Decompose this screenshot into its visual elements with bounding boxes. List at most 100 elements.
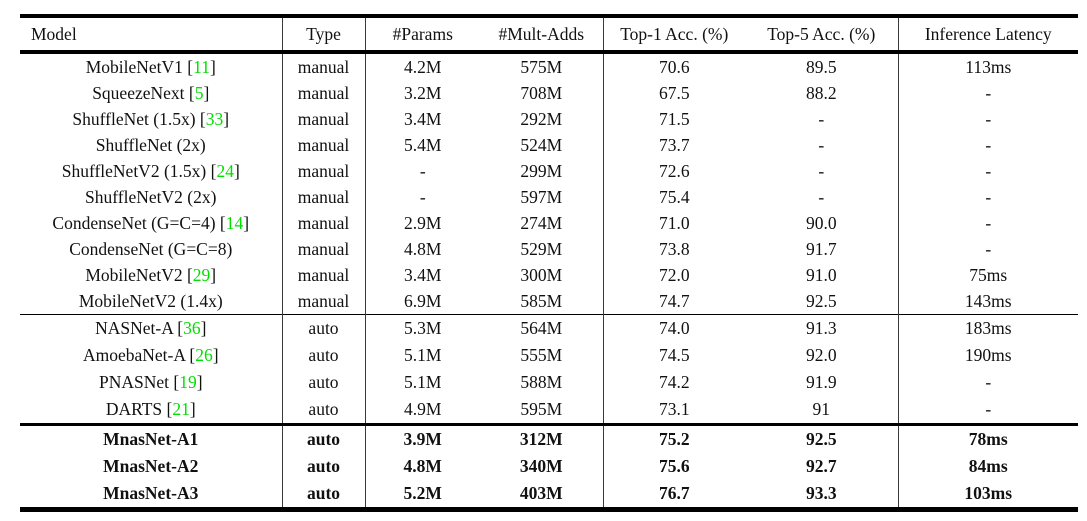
cell-params: 4.8M [404, 238, 442, 259]
cell-params: 4.9M [404, 399, 442, 419]
table-row: SqueezeNext [5] manual 3.2M 708M 67.5 88.2 - [20, 80, 1078, 106]
cell-top5-acc: 88.2 [745, 80, 899, 106]
cell-latency: - [985, 238, 992, 259]
cell-mult-adds: 575M [480, 52, 604, 80]
cell-top5-acc: 91.3 [745, 314, 899, 342]
cell-latency: - [985, 212, 992, 233]
citation-number: 14 [225, 212, 244, 233]
cell-top5-acc: 93.3 [745, 480, 899, 510]
citation-number: 24 [216, 160, 234, 181]
cell-type: manual [282, 288, 366, 315]
table-row: ShuffleNet (2x) manual 5.4M 524M 73.7 - - [20, 132, 1078, 158]
cell-mult-adds: 340M [480, 453, 604, 480]
cell-top1-acc: 74.5 [658, 345, 690, 365]
cell-top1-acc: 71.0 [658, 212, 690, 233]
cell-type: manual [282, 262, 366, 288]
column-header-model: Model [20, 16, 283, 54]
cell-top5-acc: 90.0 [745, 210, 899, 236]
model-name: SqueezeNext [92, 82, 185, 103]
cell-params: - [419, 160, 426, 181]
cell-params: 5.1M [404, 372, 442, 392]
cell-top1-acc: 73.1 [658, 399, 690, 419]
model-name: PNASNet [98, 372, 169, 392]
cell-params: 6.9M [404, 290, 442, 311]
table-row: AmoebaNet-A [26] auto 5.1M 555M 74.5 92.0 190m… [20, 342, 1078, 369]
cell-mult-adds: 274M [480, 210, 604, 236]
table-row: NASNet-A [36] auto 5.3M 564M 74.0 91.3 183ms [20, 314, 1078, 342]
citation-number: 5 [194, 82, 204, 103]
cell-top5-acc: 91.9 [745, 369, 899, 396]
cell-type: auto [282, 342, 366, 369]
cell-model: ShuffleNet (1.5x) [33] [20, 106, 283, 132]
cell-latency: 75ms [969, 264, 1008, 285]
cell-top1-acc: 73.7 [658, 134, 690, 155]
cell-top5-acc: 92.5 [745, 288, 899, 315]
table-row: PNASNet [19] auto 5.1M 588M 74.2 91.9 - [20, 369, 1078, 396]
table-row: MnasNet-A2 auto 4.8M 340M 75.6 92.7 84ms [20, 453, 1078, 480]
cell-mult-adds: 300M [480, 262, 604, 288]
cell-model: DARTS [21] [20, 396, 283, 425]
cell-params: 3.4M [404, 264, 442, 285]
table-row: MobileNetV2 (1.4x) manual 6.9M 585M 74.7 92.5… [20, 288, 1078, 315]
table-row: MobileNetV2 [29] manual 3.4M 300M 72.0 91.0 75… [20, 262, 1078, 288]
cell-latency: 143ms [964, 290, 1012, 311]
cell-top1-acc: 74.2 [658, 372, 690, 392]
cell-mult-adds: 588M [480, 369, 604, 396]
cell-latency: - [985, 372, 992, 392]
cell-params: 5.2M [403, 483, 442, 503]
cell-model: MobileNetV2 [29] [20, 262, 283, 288]
cell-top1-acc: 74.7 [658, 290, 690, 311]
results-table: Model Type #Params #Mult-Adds Top-1 Acc.… [20, 14, 1078, 512]
model-name: AmoebaNet-A [82, 345, 186, 365]
cell-model: MnasNet-A2 [20, 453, 283, 480]
cell-latency: - [985, 160, 992, 181]
table-row: MnasNet-A1 auto 3.9M 312M 75.2 92.5 78ms [20, 423, 1078, 453]
cell-params: 3.2M [404, 82, 442, 103]
cell-mult-adds: 524M [480, 132, 604, 158]
cell-model: ShuffleNetV2 (1.5x) [24] [20, 158, 283, 184]
table-row: ShuffleNet (1.5x) [33] manual 3.4M 292M 71.5… [20, 106, 1078, 132]
cell-top5-acc: 91 [745, 396, 899, 425]
model-name: MnasNet-A1 [103, 429, 199, 449]
cell-top1-acc: 70.6 [658, 56, 690, 77]
model-name: MnasNet-A2 [103, 456, 199, 476]
cell-mult-adds: 292M [480, 106, 604, 132]
column-header-type: Type [282, 16, 366, 54]
cell-latency: 113ms [965, 56, 1012, 77]
column-header-latency: Inference Latency [898, 16, 1078, 54]
cell-top5-acc: 92.5 [745, 423, 899, 453]
rowgroup-auto-searched-models: NASNet-A [36] auto 5.3M 564M 74.0 91.3 183ms Am… [20, 314, 1078, 425]
cell-top1-acc: 71.5 [658, 108, 690, 129]
cell-mult-adds: 597M [480, 184, 604, 210]
column-header-params: #Params [365, 16, 480, 54]
cell-type: auto [282, 453, 366, 480]
cell-top1-acc: 72.6 [658, 160, 690, 181]
cell-mult-adds: 708M [480, 80, 604, 106]
cell-top1-acc: 75.4 [658, 186, 690, 207]
cell-type: manual [282, 52, 366, 80]
table-row: CondenseNet (G=C=8) manual 4.8M 529M 73.8 91.… [20, 236, 1078, 262]
cell-model: ShuffleNet (2x) [20, 132, 283, 158]
cell-top5-acc: - [745, 184, 899, 210]
cell-latency: 78ms [898, 423, 1078, 453]
cell-top5-acc: - [745, 158, 899, 184]
cell-model: MobileNetV2 (1.4x) [20, 288, 283, 315]
model-name: MobileNetV1 [85, 56, 183, 77]
cell-model: CondenseNet (G=C=8) [20, 236, 283, 262]
model-name: MnasNet-A3 [103, 483, 199, 503]
cell-type: manual [282, 132, 366, 158]
cell-latency: - [985, 82, 992, 103]
citation-number: 36 [183, 318, 201, 338]
cell-params: 4.2M [404, 56, 442, 77]
cell-type: auto [282, 480, 366, 510]
cell-params: 5.3M [365, 314, 480, 342]
column-header-top1-acc: Top-1 Acc. (%) [603, 16, 745, 54]
cell-mult-adds: 403M [480, 480, 604, 510]
cell-params: 4.8M [403, 456, 442, 476]
cell-top1-acc: 73.8 [658, 238, 690, 259]
model-name: ShuffleNetV2 (2x) [85, 186, 217, 207]
cell-type: manual [282, 210, 366, 236]
cell-latency: - [985, 108, 992, 129]
cell-model: MnasNet-A3 [20, 480, 283, 510]
model-name: NASNet-A [95, 318, 173, 338]
